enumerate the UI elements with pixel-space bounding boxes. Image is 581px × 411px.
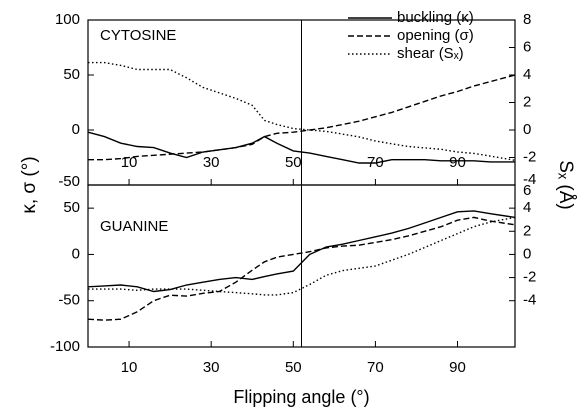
y-tick-label: 50 xyxy=(63,66,80,83)
y2-axis-label: Sₓ (Å) xyxy=(555,160,576,210)
x-tick-label: 90 xyxy=(449,359,466,376)
x-tick-label: 30 xyxy=(203,359,220,376)
series-line xyxy=(87,131,515,164)
y-tick-label: 0 xyxy=(72,245,80,262)
y2-tick-label: 0 xyxy=(523,245,531,262)
y-tick-label: -50 xyxy=(58,292,80,309)
y-tick-label: 100 xyxy=(55,11,80,28)
y-tick-label: -50 xyxy=(58,173,80,190)
y2-tick-label: 2 xyxy=(523,222,531,239)
y2-tick-label: 0 xyxy=(523,121,531,138)
y-tick-label: 50 xyxy=(63,199,80,216)
series-line xyxy=(87,210,516,293)
y2-tick-label: 6 xyxy=(523,38,531,55)
x-axis-label: Flipping angle (°) xyxy=(233,387,369,407)
legend-label: opening (σ) xyxy=(397,27,474,44)
x-tick-label: 30 xyxy=(203,154,220,171)
y2-tick-label: 4 xyxy=(523,66,531,83)
series-line xyxy=(87,216,516,321)
x-tick-label: 10 xyxy=(121,359,138,376)
series-line xyxy=(88,74,516,161)
y2-tick-label: 8 xyxy=(523,11,531,28)
y2-tick-label: 6 xyxy=(523,182,531,199)
y2-tick-label: -4 xyxy=(523,292,536,309)
y-axis-label: κ, σ (°) xyxy=(19,156,40,213)
y-tick-label: -100 xyxy=(50,338,80,355)
x-tick-label: 50 xyxy=(285,154,302,171)
y-tick-label: 0 xyxy=(72,121,80,138)
x-tick-label: 50 xyxy=(285,359,302,376)
y2-tick-label: -2 xyxy=(523,269,536,286)
legend-label: buckling (κ) xyxy=(397,9,474,26)
x-tick-label: 90 xyxy=(449,154,466,171)
legend-label: shear (Sₓ) xyxy=(397,45,464,62)
y2-tick-label: 4 xyxy=(523,199,531,216)
panel-title: GUANINE xyxy=(100,218,168,235)
y2-tick-label: -2 xyxy=(523,148,536,165)
y2-tick-label: 2 xyxy=(523,93,531,110)
x-tick-label: 70 xyxy=(367,359,384,376)
panel-title: CYTOSINE xyxy=(100,27,176,44)
y2-tick-label: -4 xyxy=(523,171,536,188)
